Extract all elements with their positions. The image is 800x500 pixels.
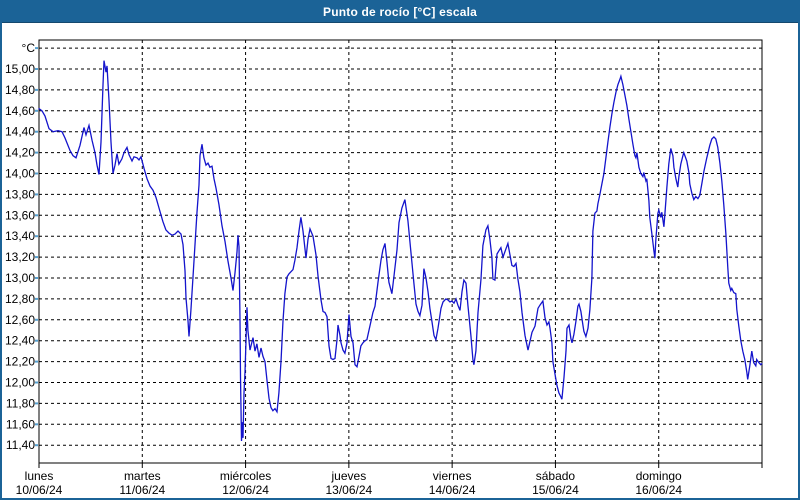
y-axis-label: 11,40 <box>6 438 35 452</box>
chart-canvas: 15,00 14,80 14,60 14,40 14,20 14,00 13,80 13,60… <box>5 39 763 497</box>
y-axis-label: 12,60 <box>5 313 35 327</box>
y-axis-label: 13,40 <box>5 229 35 243</box>
y-axis-label: 12,00 <box>5 376 35 390</box>
day-date-label: 13/06/24 <box>325 483 372 497</box>
dewpoint-line <box>38 60 763 442</box>
y-axis-label: 11,60 <box>6 417 35 431</box>
day-date-label: 16/06/24 <box>635 483 682 497</box>
day-name-label: sábado <box>536 469 576 483</box>
y-axis-label: 11,80 <box>6 396 35 410</box>
y-axis-label: 13,20 <box>5 250 35 264</box>
day-date-label: 11/06/24 <box>119 483 165 497</box>
y-axis-label: 12,40 <box>5 334 35 348</box>
title-bar: Punto de rocío [°C] escala <box>2 2 798 23</box>
day-name-label: martes <box>124 469 161 483</box>
y-axis-label: 12,80 <box>5 292 35 306</box>
day-date-label: 10/06/24 <box>16 483 63 497</box>
plot-border <box>38 39 763 464</box>
y-axis-label: 15,00 <box>5 62 35 76</box>
day-name-label: domingo <box>636 469 682 483</box>
day-date-label: 15/06/24 <box>532 483 579 497</box>
chart-title: Punto de rocío [°C] escala <box>322 5 478 19</box>
day-date-label: 14/06/24 <box>429 483 476 497</box>
day-date-label: 12/06/24 <box>222 483 269 497</box>
y-axis-label: 14,40 <box>5 125 35 139</box>
y-axis-label: 13,60 <box>5 208 35 222</box>
day-name-label: viernes <box>433 469 472 483</box>
y-axis-label: 12,20 <box>5 355 35 369</box>
day-name-label: jueves <box>331 469 367 483</box>
y-axis-label: 14,00 <box>5 167 35 181</box>
y-axis-label: 14,20 <box>5 146 35 160</box>
y-axis-label: 13,80 <box>5 187 35 201</box>
day-name-label: lunes <box>25 469 54 483</box>
y-axis-unit-label: °C <box>22 41 36 55</box>
y-axis-label: 13,00 <box>5 271 35 285</box>
day-name-label: miércoles <box>220 469 271 483</box>
y-axis-label: 14,60 <box>5 104 35 118</box>
y-axis-label: 14,80 <box>5 83 35 97</box>
